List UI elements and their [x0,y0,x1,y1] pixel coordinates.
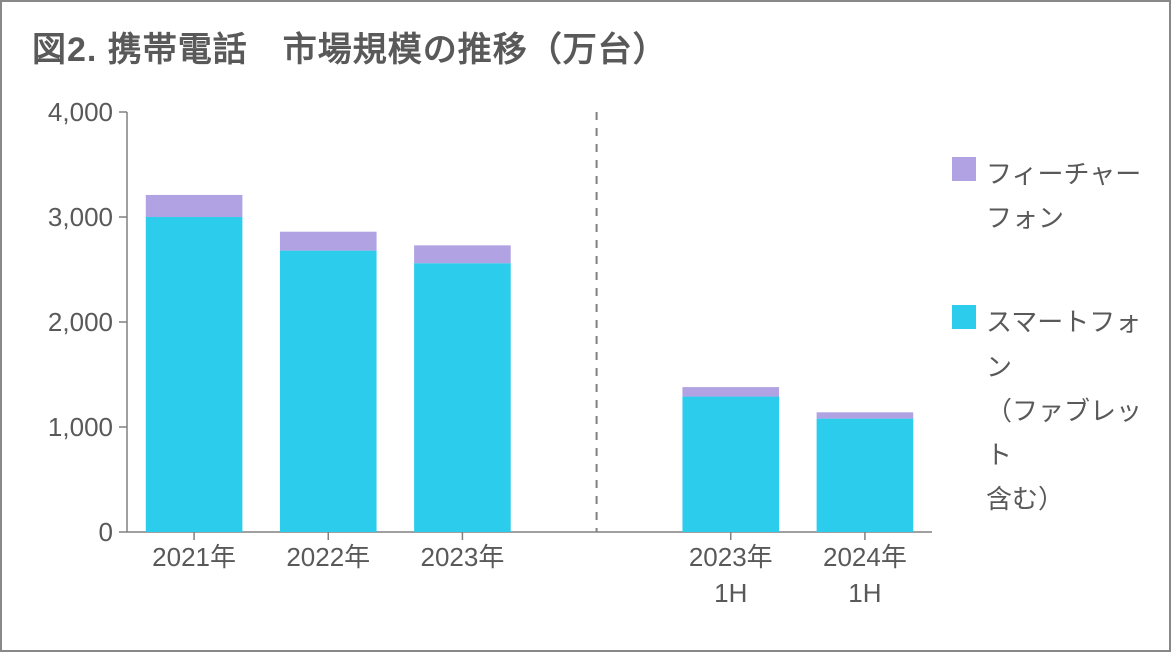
x-tick-label: 1H [714,578,747,608]
x-tick-label: 2023年 [689,542,773,572]
bar-segment [414,245,511,263]
bar-segment [817,412,914,418]
y-tick-label: 1,000 [48,412,113,442]
y-tick-label: 3,000 [48,202,113,232]
bar-segment [682,387,779,396]
bar-segment [280,232,377,251]
legend-item: スマートフォン（ファブレット含む） [952,300,1152,521]
x-tick-label: 2021年 [152,542,236,572]
bar-segment [280,251,377,532]
legend-label: スマートフォン（ファブレット含む） [986,300,1152,521]
chart-title: 図2. 携帯電話 市場規模の推移（万台） [32,22,668,71]
y-tick-label: 4,000 [48,102,113,127]
x-tick-label: 2023年 [420,542,504,572]
x-tick-label: 2022年 [286,542,370,572]
bar-segment [682,397,779,532]
bar-segment [414,263,511,532]
bar-segment [817,419,914,532]
y-tick-label: 2,000 [48,307,113,337]
y-tick-label: 0 [99,517,113,547]
legend: フィーチャーフォンスマートフォン（ファブレット含む） [952,152,1152,581]
legend-label: フィーチャーフォン [986,152,1141,240]
bar-segment [146,217,243,532]
legend-swatch [952,305,976,329]
legend-item: フィーチャーフォン [952,152,1152,240]
legend-swatch [952,157,976,181]
chart-area: 0 1,000 2,000 3,000 4,000 2021年 2022年 2023年 2023… [32,102,942,622]
chart-frame: 図2. 携帯電話 市場規模の推移（万台） 0 1,000 2,000 3,000 4,0… [0,0,1171,652]
bar-segment [146,195,243,217]
chart-svg: 0 1,000 2,000 3,000 4,000 2021年 2022年 2023年 2023… [32,102,942,622]
x-tick-label: 2024年 [823,542,907,572]
x-tick-label: 1H [848,578,881,608]
